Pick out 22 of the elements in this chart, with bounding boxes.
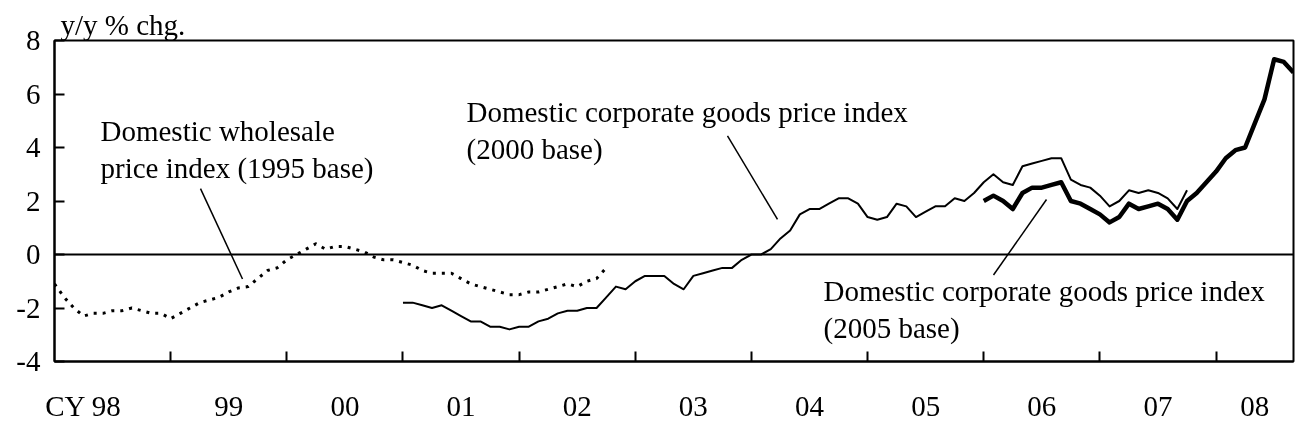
y-axis-title: y/y % chg.: [60, 8, 186, 41]
y-tick-label: -4: [16, 345, 41, 377]
x-tick-label: 00: [330, 389, 360, 422]
annotation: Domestic corporate goods price index (2005 base): [823, 275, 1266, 345]
annotation: Domestic corporate goods price index (2000 base): [466, 96, 909, 166]
y-tick-label: 0: [26, 238, 41, 270]
x-tick-label: 04: [795, 389, 825, 422]
x-tick-label: 02: [562, 389, 592, 422]
x-tick-label: 08: [1240, 389, 1270, 422]
y-tick-label: 6: [26, 77, 41, 110]
x-tick-label: CY 98: [45, 389, 121, 422]
x-tick-label: 03: [678, 389, 708, 422]
y-tick-label: 2: [26, 184, 41, 217]
x-tick-label: 06: [1027, 389, 1057, 422]
x-tick-label: 01: [446, 389, 476, 422]
x-tick-label: 99: [214, 389, 244, 422]
y-tick-label: 8: [26, 24, 41, 56]
x-tick-label: 07: [1143, 389, 1173, 422]
annotation: Domestic wholesale price index (1995 base): [100, 115, 374, 185]
y-tick-label: 4: [26, 131, 41, 163]
x-tick-label: 05: [911, 389, 941, 422]
y-tick-label: -2: [16, 291, 41, 324]
